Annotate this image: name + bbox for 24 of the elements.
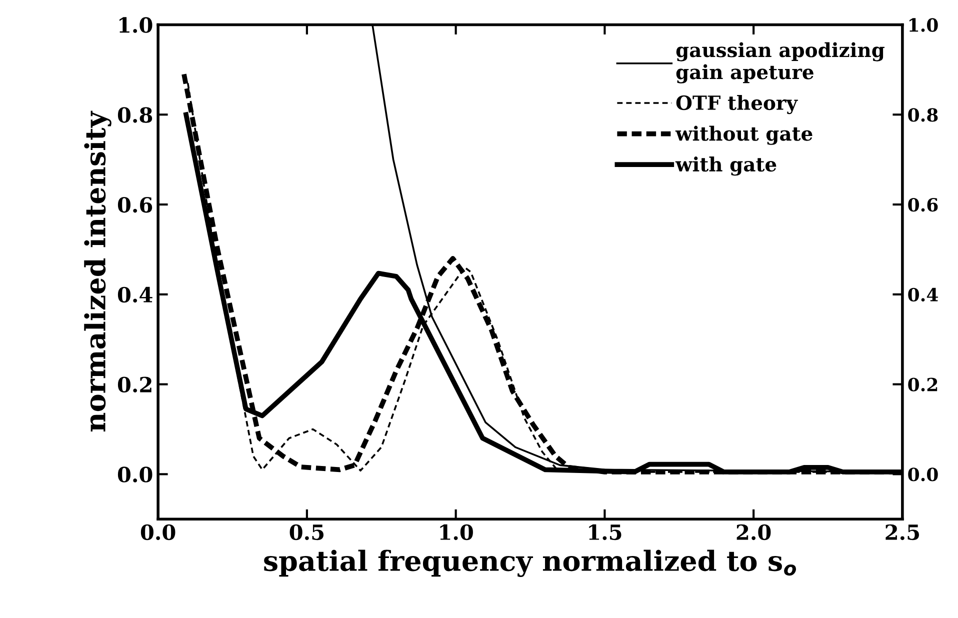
y-tick-label: 0.8 xyxy=(118,107,152,123)
y-tick-label: 0.0 xyxy=(118,466,152,482)
x-tick-label: 1.0 xyxy=(440,524,473,540)
y2-tick-label: 0.2 xyxy=(908,378,938,392)
legend-label: without gate xyxy=(675,126,812,145)
x-axis-title: spatial frequency normalized to s$_{o}$ xyxy=(264,550,796,577)
y-tick-label: 1.0 xyxy=(120,17,152,33)
y-tick-label: 0.2 xyxy=(118,376,152,392)
x-tick-label: 0.5 xyxy=(290,524,324,540)
y-tick-label: 0.6 xyxy=(118,196,152,213)
y2-tick-label: 0.0 xyxy=(908,468,938,482)
y-tick-label: 0.4 xyxy=(118,286,152,303)
y2-tick-label: 0.8 xyxy=(908,108,938,122)
x-tick-label: 2.5 xyxy=(886,524,919,540)
x-tick-label: 1.5 xyxy=(589,524,622,540)
x-tick-label: 2.0 xyxy=(736,524,771,540)
x-tick-label: 0.0 xyxy=(140,524,176,540)
legend-label: gaussian apodizing gain apeture xyxy=(676,42,884,84)
y-axis-title: normalized intensity xyxy=(84,110,112,432)
legend-label: with gate xyxy=(675,156,776,176)
y2-tick-label: 0.6 xyxy=(908,198,938,212)
y2-tick-label: 0.4 xyxy=(908,288,938,302)
y2-tick-label: 1.0 xyxy=(910,18,938,32)
legend-label: OTF theory xyxy=(676,95,798,114)
